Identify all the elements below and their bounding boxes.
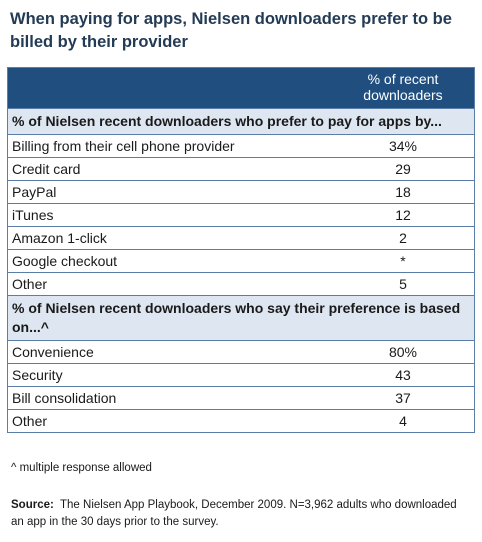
row-value: 4 bbox=[399, 413, 407, 429]
table-row: Convenience 80% bbox=[8, 341, 474, 364]
table-row: iTunes 12 bbox=[8, 204, 474, 227]
row-label: iTunes bbox=[12, 207, 54, 223]
table-row: Credit card 29 bbox=[8, 158, 474, 181]
page-title: When paying for apps, Nielsen downloader… bbox=[10, 10, 452, 51]
row-value: 43 bbox=[395, 367, 411, 383]
table-row: Bill consolidation 37 bbox=[8, 387, 474, 410]
row-value: 29 bbox=[395, 161, 411, 177]
row-label: Other bbox=[12, 413, 48, 429]
row-value: 37 bbox=[395, 390, 411, 406]
source-label: Source: bbox=[11, 499, 54, 511]
row-label: Security bbox=[12, 367, 63, 383]
row-label: Billing from their cell phone provider bbox=[12, 138, 235, 154]
table-row: Other 5 bbox=[8, 273, 474, 296]
table-row: Google checkout * bbox=[8, 250, 474, 273]
table-row: Other 4 bbox=[8, 410, 474, 432]
row-label: PayPal bbox=[12, 184, 57, 200]
row-label: Convenience bbox=[12, 344, 94, 360]
row-label: Bill consolidation bbox=[12, 390, 117, 406]
row-label: Google checkout bbox=[12, 253, 118, 269]
row-value: 12 bbox=[395, 207, 411, 223]
source-note: Source: The Nielsen App Playbook, Decemb… bbox=[11, 497, 471, 531]
row-label: Credit card bbox=[12, 161, 81, 177]
table-row: Amazon 1-click 2 bbox=[8, 227, 474, 250]
row-value: 18 bbox=[395, 184, 411, 200]
row-value: * bbox=[400, 253, 406, 269]
row-label: Amazon 1-click bbox=[12, 230, 107, 246]
data-table: % of recent downloaders % of Nielsen rec… bbox=[7, 67, 475, 433]
source-text: The Nielsen App Playbook, December 2009.… bbox=[11, 499, 457, 528]
row-value: 80% bbox=[388, 344, 418, 360]
section-heading-payment: % of Nielsen recent downloaders who pref… bbox=[8, 109, 474, 135]
row-value: 34% bbox=[388, 138, 418, 154]
table-row: PayPal 18 bbox=[8, 181, 474, 204]
table-header: % of recent downloaders bbox=[8, 68, 474, 109]
footnote: ^ multiple response allowed bbox=[11, 462, 152, 474]
row-label: Other bbox=[12, 276, 48, 292]
table-row: Billing from their cell phone provider 3… bbox=[8, 135, 474, 158]
table-row: Security 43 bbox=[8, 364, 474, 387]
column-header: % of recent downloaders bbox=[363, 71, 443, 103]
row-value: 2 bbox=[399, 230, 407, 246]
row-value: 5 bbox=[399, 276, 407, 292]
section-heading-preference: % of Nielsen recent downloaders who say … bbox=[8, 296, 474, 341]
